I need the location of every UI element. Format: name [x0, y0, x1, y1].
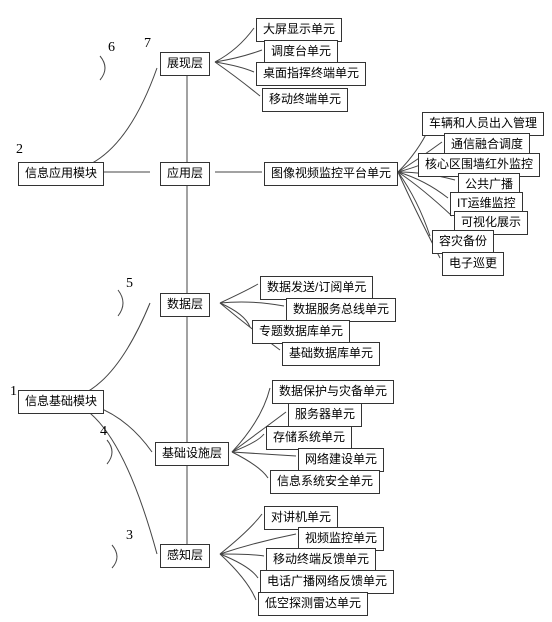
layer-application: 应用层	[160, 162, 210, 186]
layer-presentation: 展现层	[160, 52, 210, 76]
node-big-screen: 大屏显示单元	[256, 18, 342, 42]
index-2: 2	[16, 142, 23, 158]
node-e-patrol: 电子巡更	[442, 252, 504, 276]
node-storage: 存储系统单元	[266, 426, 352, 450]
index-3: 3	[126, 528, 133, 544]
node-dr-backup: 容灾备份	[432, 230, 494, 254]
node-sys-sec: 信息系统安全单元	[270, 470, 380, 494]
node-info-app-module: 信息应用模块	[18, 162, 104, 186]
node-pub-sub: 数据发送/订阅单元	[260, 276, 373, 300]
node-dispatch: 调度台单元	[264, 40, 338, 64]
node-radar: 低空探测雷达单元	[258, 592, 368, 616]
node-topic-db: 专题数据库单元	[252, 320, 350, 344]
layer-perception: 感知层	[160, 544, 210, 568]
layer-infrastructure: 基础设施层	[155, 442, 229, 466]
index-1: 1	[10, 384, 17, 400]
index-5: 5	[126, 276, 133, 292]
node-phone-net: 电话广播网络反馈单元	[260, 570, 394, 594]
node-video-platform: 图像视频监控平台单元	[264, 162, 398, 186]
layer-data: 数据层	[160, 293, 210, 317]
index-4: 4	[100, 424, 107, 440]
node-data-protect: 数据保护与灾备单元	[272, 380, 394, 404]
node-info-base-module: 信息基础模块	[18, 390, 104, 414]
index-6: 6	[108, 40, 115, 56]
index-7: 7	[144, 36, 151, 52]
node-desktop-cmd: 桌面指挥终端单元	[256, 62, 366, 86]
node-mobile-term: 移动终端单元	[262, 88, 348, 112]
node-mobile-fb: 移动终端反馈单元	[266, 548, 376, 572]
node-bus: 数据服务总线单元	[286, 298, 396, 322]
node-network: 网络建设单元	[298, 448, 384, 472]
node-server: 服务器单元	[288, 403, 362, 427]
node-base-db: 基础数据库单元	[282, 342, 380, 366]
